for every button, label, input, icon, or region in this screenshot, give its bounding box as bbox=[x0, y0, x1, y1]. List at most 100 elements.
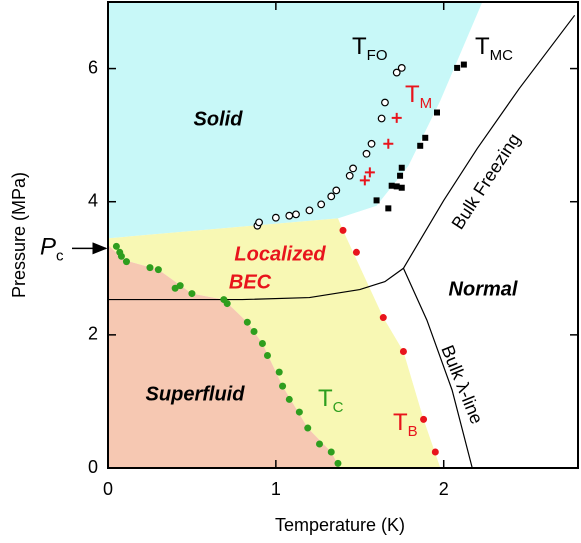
series-label-sub: C bbox=[333, 399, 344, 416]
point bbox=[332, 186, 341, 195]
point bbox=[188, 290, 196, 298]
point bbox=[392, 68, 401, 77]
series-label-name: T bbox=[393, 409, 408, 436]
point bbox=[377, 114, 386, 123]
point bbox=[434, 109, 440, 116]
point bbox=[304, 424, 312, 432]
line-label: Bulk λ-line bbox=[437, 342, 487, 426]
point bbox=[258, 340, 266, 348]
point bbox=[454, 64, 461, 71]
region bbox=[108, 2, 483, 239]
series-label-name: T bbox=[405, 81, 420, 108]
point bbox=[349, 164, 357, 173]
point bbox=[122, 258, 130, 266]
point bbox=[397, 172, 404, 179]
frame bbox=[107, 1, 579, 469]
point bbox=[279, 382, 287, 390]
point bbox=[223, 300, 231, 308]
region-label: Localized bbox=[234, 243, 326, 265]
series-label-sub: M bbox=[420, 95, 433, 112]
point bbox=[431, 448, 439, 456]
series-label-name: T bbox=[318, 385, 333, 412]
point bbox=[381, 98, 389, 107]
pc-name: P bbox=[40, 234, 56, 261]
point bbox=[339, 226, 347, 234]
region-label: BEC bbox=[229, 271, 272, 293]
x-tick-label: 0 bbox=[103, 479, 113, 499]
point bbox=[154, 266, 162, 274]
lines bbox=[108, 14, 576, 469]
y-tick-label: 6 bbox=[88, 57, 98, 77]
point bbox=[379, 314, 387, 322]
point bbox=[398, 164, 405, 171]
point bbox=[250, 328, 258, 336]
series-label: TMC bbox=[475, 33, 513, 64]
point bbox=[271, 213, 280, 222]
point bbox=[146, 264, 154, 272]
y-axis-label: Pressure (MPa) bbox=[9, 172, 29, 298]
series-label: TFO bbox=[352, 33, 388, 64]
series-label-sub: FO bbox=[367, 47, 388, 64]
x-tick-label: 1 bbox=[271, 479, 281, 499]
boundary-line bbox=[108, 14, 576, 301]
points bbox=[112, 61, 467, 467]
point bbox=[345, 171, 354, 180]
region bbox=[108, 244, 340, 468]
line-label: Bulk Freezing bbox=[448, 130, 525, 233]
point bbox=[285, 395, 293, 403]
region-label: Normal bbox=[449, 278, 518, 300]
x-tick-label: 2 bbox=[439, 479, 449, 499]
point bbox=[292, 210, 300, 219]
pc-sub: c bbox=[56, 247, 64, 264]
region-label: Solid bbox=[194, 108, 244, 130]
point bbox=[327, 448, 335, 456]
series-label-name: T bbox=[475, 33, 490, 60]
point bbox=[295, 408, 303, 416]
point bbox=[359, 175, 370, 186]
point bbox=[391, 112, 402, 123]
point bbox=[275, 368, 283, 376]
point bbox=[243, 318, 251, 326]
point bbox=[388, 182, 395, 189]
point bbox=[327, 192, 336, 201]
y-tick-label: 0 bbox=[88, 457, 98, 477]
point bbox=[117, 252, 125, 260]
point bbox=[398, 184, 405, 191]
point bbox=[422, 134, 429, 141]
point bbox=[383, 138, 394, 149]
point bbox=[367, 139, 376, 148]
x-axis-label: Temperature (K) bbox=[275, 515, 405, 535]
point bbox=[373, 197, 380, 204]
point bbox=[317, 200, 326, 209]
boundary-line bbox=[402, 268, 473, 469]
region-label: Superfluid bbox=[146, 383, 246, 405]
series-label: TM bbox=[405, 81, 432, 112]
point bbox=[285, 211, 294, 220]
point bbox=[316, 440, 323, 448]
point bbox=[255, 218, 263, 227]
point bbox=[364, 167, 375, 178]
series-label: TC bbox=[318, 385, 344, 416]
point bbox=[112, 242, 120, 250]
series-label-name: T bbox=[352, 33, 367, 60]
point bbox=[460, 61, 467, 68]
point bbox=[362, 149, 371, 158]
y-tick-label: 4 bbox=[88, 190, 98, 210]
point bbox=[385, 205, 392, 212]
point bbox=[420, 415, 428, 423]
point bbox=[305, 206, 314, 215]
series-label: TB bbox=[393, 409, 418, 440]
y-tick-label: 2 bbox=[88, 324, 98, 344]
point bbox=[397, 64, 406, 72]
region bbox=[108, 218, 441, 468]
point bbox=[176, 282, 184, 290]
point bbox=[393, 183, 400, 190]
point bbox=[334, 459, 342, 467]
pc-label: Pc bbox=[40, 234, 64, 265]
series-label-sub: B bbox=[408, 423, 418, 440]
regions bbox=[108, 2, 483, 468]
point bbox=[263, 351, 271, 359]
point bbox=[417, 142, 424, 149]
point bbox=[399, 348, 407, 355]
